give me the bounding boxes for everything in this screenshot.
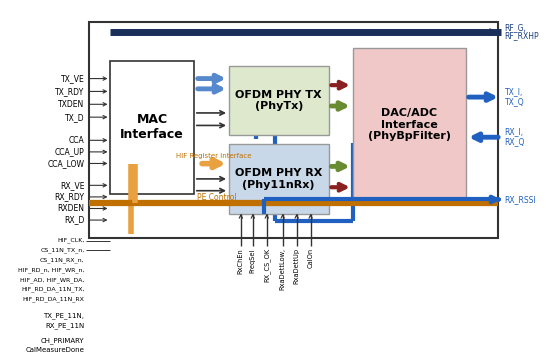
Text: RX_D: RX_D: [64, 215, 85, 224]
Text: TX_D: TX_D: [65, 113, 85, 122]
Text: RX_RDY: RX_RDY: [54, 193, 85, 201]
Text: PE Control: PE Control: [197, 193, 236, 202]
Text: RF_RXHP: RF_RXHP: [505, 31, 539, 41]
Text: RxaDettUp: RxaDettUp: [294, 248, 300, 285]
Text: CS_11N_TX_n,: CS_11N_TX_n,: [40, 248, 85, 253]
Text: RX_CS_OK: RX_CS_OK: [264, 248, 270, 282]
Text: HIF_CLK,: HIF_CLK,: [57, 238, 85, 244]
Text: OFDM PHY TX
(PhyTx): OFDM PHY TX (PhyTx): [236, 90, 322, 111]
Text: HIF Register Interface: HIF Register Interface: [176, 153, 252, 159]
Text: RX_I,: RX_I,: [505, 127, 524, 136]
Bar: [229, 66, 328, 135]
Text: MAC
Interface: MAC Interface: [120, 113, 184, 142]
Text: RX_PE_11N: RX_PE_11N: [45, 322, 85, 329]
Text: FreqSel: FreqSel: [250, 248, 256, 273]
Text: TX_VE: TX_VE: [61, 74, 85, 83]
Text: DAC/ADC
Interface
(PhyBpFilter): DAC/ADC Interface (PhyBpFilter): [368, 108, 451, 142]
Text: HIF_RD_DA_11N_TX,: HIF_RD_DA_11N_TX,: [21, 287, 85, 292]
Text: TX_I,: TX_I,: [505, 87, 523, 96]
Text: RX_Q: RX_Q: [505, 137, 525, 146]
Text: RX_RSSI: RX_RSSI: [505, 195, 536, 204]
Text: CCA: CCA: [69, 136, 85, 145]
Text: TX_RDY: TX_RDY: [55, 87, 85, 96]
Text: CCA_UP: CCA_UP: [55, 147, 85, 156]
Bar: [89, 22, 498, 238]
Text: CCA_LOW: CCA_LOW: [48, 159, 85, 168]
Bar: [110, 60, 194, 194]
Bar: [229, 144, 328, 214]
Text: RxaDettLow,: RxaDettLow,: [280, 248, 285, 290]
Text: RF_G,: RF_G,: [505, 23, 526, 32]
Text: CH_PRIMARY: CH_PRIMARY: [41, 337, 85, 344]
Text: CalOn: CalOn: [307, 248, 313, 269]
Text: HIF_AD, HIF_WR_DA,: HIF_AD, HIF_WR_DA,: [20, 277, 85, 283]
Text: TX_Q: TX_Q: [505, 97, 524, 106]
Text: HIF_RD_DA_11N_RX: HIF_RD_DA_11N_RX: [23, 296, 85, 302]
Text: OFDM PHY RX
(Phy11nRx): OFDM PHY RX (Phy11nRx): [235, 168, 322, 190]
Text: CS_11N_RX_n,: CS_11N_RX_n,: [40, 257, 85, 263]
Text: RxChEn: RxChEn: [238, 248, 244, 274]
Text: TXDEN: TXDEN: [58, 100, 85, 109]
Text: TX_PE_11N,: TX_PE_11N,: [43, 312, 85, 319]
Bar: [353, 48, 466, 202]
Text: RX_VE: RX_VE: [60, 181, 85, 190]
Text: CalMeasureDone: CalMeasureDone: [26, 347, 85, 353]
Text: HIF_RD_n, HIF_WR_n,: HIF_RD_n, HIF_WR_n,: [18, 267, 85, 273]
Text: RXDEN: RXDEN: [58, 204, 85, 213]
